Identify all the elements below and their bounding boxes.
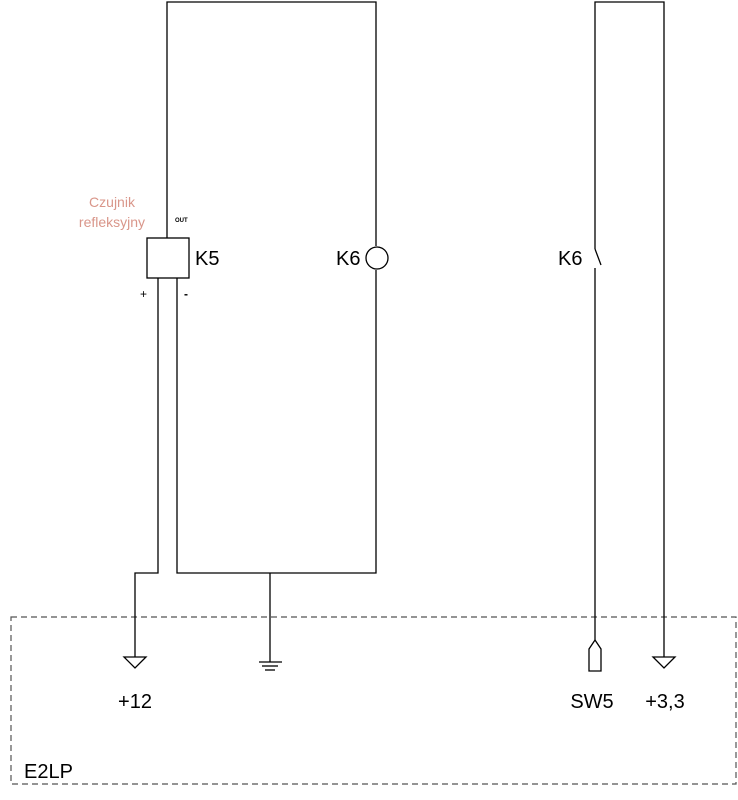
- relay-contact-k6: [594, 248, 602, 266]
- relay-coil-k6: [365, 246, 389, 270]
- terminal-plus12-label: +12: [118, 691, 152, 713]
- sensor-name-line1: Czujnik: [89, 194, 136, 210]
- terminal-plus33-label: +3,3: [645, 691, 684, 713]
- sensor-minus-label: -: [184, 287, 188, 301]
- terminal-sw5-label: SW5: [570, 691, 613, 713]
- sensor-ref-label: K5: [195, 248, 219, 270]
- coil-ref-label: K6: [336, 248, 360, 270]
- wire-plus33-to-contact: [594, 1, 665, 657]
- ground-icon: [259, 661, 282, 671]
- sensor-name-line2: refleksyjny: [79, 214, 145, 230]
- wire-sensor-out-to-coil: [166, 1, 377, 246]
- terminal-sw5-symbol: [588, 638, 602, 672]
- board-name-label: E2LP: [24, 761, 73, 783]
- contact-ref-label: K6: [558, 248, 582, 270]
- wire-sensor-plus-to-12v: [134, 278, 159, 657]
- sensor-out-label: OUT: [175, 218, 188, 224]
- sensor-k5-box: [146, 237, 190, 279]
- sensor-plus-label: +: [140, 287, 147, 301]
- board-outline: [10, 616, 737, 785]
- terminal-plus12-symbol: [122, 656, 148, 669]
- wire-coil-to-ground: [176, 270, 377, 574]
- terminal-plus33-symbol: [651, 656, 677, 669]
